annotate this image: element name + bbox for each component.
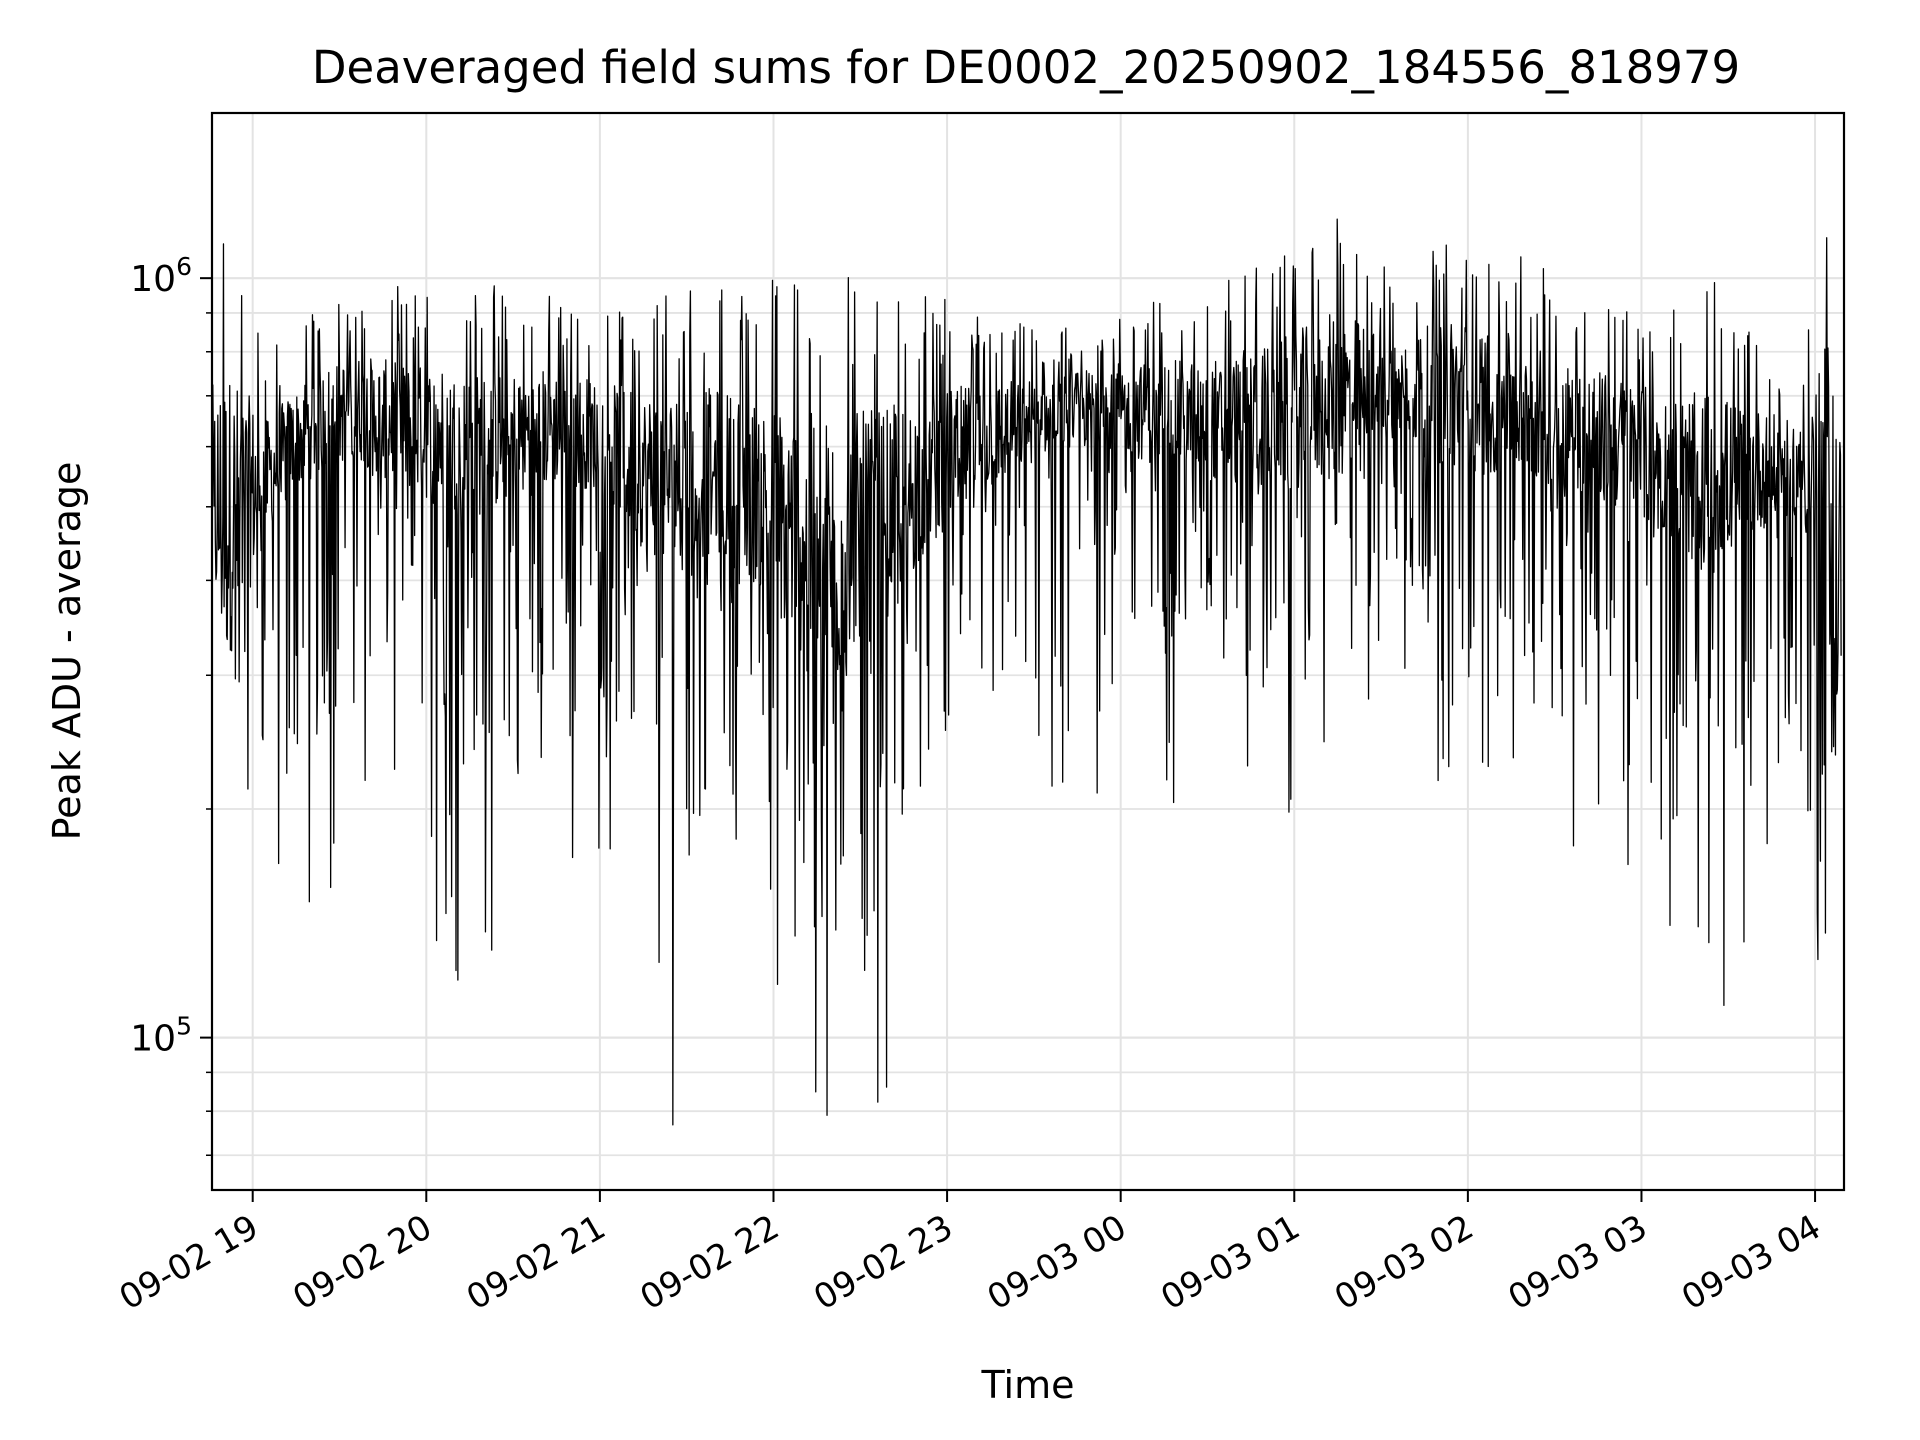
x-axis-label: Time xyxy=(981,1363,1075,1407)
plot-frame xyxy=(210,111,1846,1192)
chart-title: Deaveraged field sums for DE0002_2025090… xyxy=(312,41,1740,94)
y-tick-label: 106 xyxy=(130,252,192,300)
data-series xyxy=(211,218,1842,1126)
y-axis-label: Peak ADU - average xyxy=(45,462,89,841)
series-line xyxy=(211,218,1842,1126)
y-axis: 105 106 xyxy=(130,252,212,1156)
y-tick-label: 105 xyxy=(130,1012,192,1060)
